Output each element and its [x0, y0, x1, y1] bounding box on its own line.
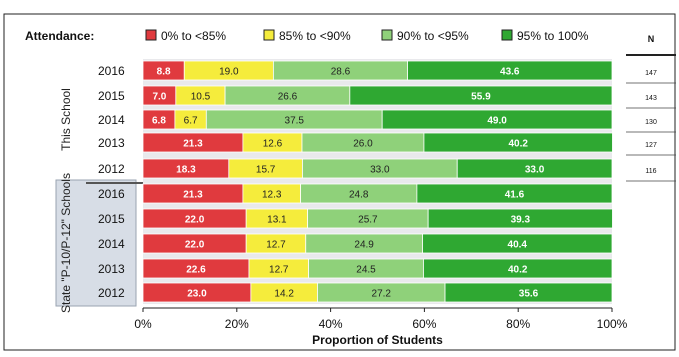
group-panel	[56, 59, 136, 180]
legend-swatch	[145, 29, 157, 41]
bar-segment	[349, 85, 613, 106]
data-label: 24.8	[349, 190, 369, 201]
group-label: State "P-10/P-12" Schools	[59, 173, 73, 313]
data-label: 25.7	[358, 215, 378, 226]
x-tick-label: 20%	[225, 317, 249, 331]
x-tick-label: 80%	[506, 317, 530, 331]
data-label: 43.6	[500, 67, 520, 78]
x-tick-label: 100%	[597, 317, 628, 331]
category-label: 2012	[98, 162, 125, 176]
group-panel	[55, 179, 137, 307]
n-value: 130	[645, 119, 657, 126]
legend-title: Attendance:	[25, 29, 94, 43]
data-label: 28.6	[331, 67, 351, 78]
data-label: 33.0	[370, 165, 390, 176]
category-label: 2015	[98, 212, 125, 226]
data-label: 12.7	[266, 240, 286, 251]
data-label: 6.8	[152, 116, 166, 127]
data-label: 15.7	[256, 165, 276, 176]
bar-segment	[444, 282, 613, 303]
category-label: 2014	[98, 237, 125, 251]
bar-segment	[423, 258, 613, 279]
data-label: 12.3	[262, 190, 282, 201]
bar-segment	[416, 183, 613, 204]
n-value: 143	[645, 95, 657, 102]
data-label: 24.9	[354, 240, 374, 251]
bar-segment	[423, 132, 613, 153]
data-label: 49.0	[487, 116, 507, 127]
category-label: 2016	[98, 64, 125, 78]
bar-segment	[422, 233, 613, 254]
legend-label: 0% to <85%	[161, 29, 226, 43]
data-label: 22.0	[185, 215, 205, 226]
data-label: 21.3	[183, 190, 203, 201]
data-label: 19.0	[219, 67, 239, 78]
data-label: 8.8	[157, 67, 171, 78]
legend-label: 90% to <95%	[397, 29, 469, 43]
n-header: N	[648, 34, 655, 44]
data-label: 40.2	[508, 139, 528, 150]
n-value: 147	[645, 70, 657, 77]
data-label: 33.0	[525, 165, 545, 176]
bar-segment	[456, 158, 613, 179]
data-label: 27.2	[372, 289, 392, 300]
legend-label: 85% to <90%	[279, 29, 351, 43]
data-label: 55.9	[471, 92, 491, 103]
x-axis-title: Proportion of Students	[312, 333, 443, 347]
n-value: 116	[645, 168, 656, 175]
bar-segment	[381, 109, 613, 130]
data-label: 41.6	[505, 190, 525, 201]
legend-swatch	[381, 29, 393, 41]
category-label: 2012	[98, 286, 125, 300]
data-label: 40.4	[508, 240, 528, 251]
n-value: 127	[645, 142, 657, 149]
category-label: 2016	[98, 187, 125, 201]
data-label: 26.6	[278, 92, 298, 103]
data-label: 35.6	[519, 289, 539, 300]
category-label: 2015	[98, 89, 125, 103]
legend-label: 95% to 100%	[517, 29, 589, 43]
bar-segment	[427, 208, 613, 229]
x-tick-label: 40%	[319, 317, 343, 331]
x-tick-label: 0%	[134, 317, 152, 331]
data-label: 40.2	[508, 265, 528, 276]
legend-swatch	[501, 29, 513, 41]
x-tick-label: 60%	[412, 317, 436, 331]
data-label: 26.0	[353, 139, 373, 150]
data-label: 24.5	[356, 265, 376, 276]
data-label: 13.1	[267, 215, 287, 226]
data-label: 21.3	[183, 139, 203, 150]
data-label: 12.6	[263, 139, 283, 150]
data-label: 37.5	[285, 116, 305, 127]
legend-swatch	[263, 29, 275, 41]
category-label: 2013	[98, 136, 125, 150]
data-label: 18.3	[176, 165, 196, 176]
chart-frame	[3, 13, 676, 351]
data-label: 6.7	[184, 116, 198, 127]
data-label: 22.6	[186, 265, 206, 276]
data-label: 23.0	[187, 289, 207, 300]
bar-segment	[407, 60, 613, 81]
data-label: 10.5	[191, 92, 211, 103]
data-label: 22.0	[185, 240, 205, 251]
category-label: 2014	[98, 113, 125, 127]
group-label: This School	[59, 88, 73, 151]
data-label: 12.7	[269, 265, 289, 276]
category-label: 2013	[98, 262, 125, 276]
data-label: 39.3	[511, 215, 531, 226]
data-label: 7.0	[152, 92, 166, 103]
data-label: 14.2	[274, 289, 294, 300]
